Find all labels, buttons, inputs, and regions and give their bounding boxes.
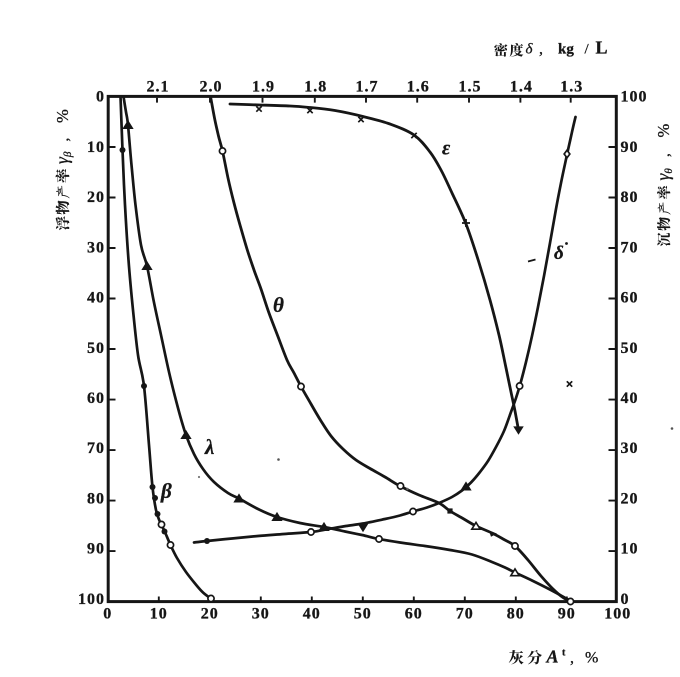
svg-text:10: 10 bbox=[621, 541, 639, 558]
svg-text:20: 20 bbox=[201, 606, 219, 623]
svg-text:1.4: 1.4 bbox=[510, 79, 533, 96]
svg-text:1.7: 1.7 bbox=[356, 79, 379, 96]
svg-text:60: 60 bbox=[405, 606, 423, 623]
svg-text:50: 50 bbox=[87, 340, 105, 357]
svg-text:40: 40 bbox=[621, 390, 639, 407]
svg-text:70: 70 bbox=[87, 440, 105, 457]
svg-text:0: 0 bbox=[621, 591, 630, 608]
svg-text:%: % bbox=[654, 124, 673, 138]
svg-text:60: 60 bbox=[87, 390, 105, 407]
svg-text:60: 60 bbox=[621, 290, 639, 307]
svg-text:20: 20 bbox=[621, 490, 639, 507]
svg-text:A: A bbox=[546, 647, 559, 667]
svg-text:t: t bbox=[562, 648, 566, 659]
svg-text:%: % bbox=[585, 650, 598, 667]
svg-text:1.3: 1.3 bbox=[560, 79, 583, 96]
svg-text:40: 40 bbox=[87, 290, 105, 307]
svg-text:,: , bbox=[570, 650, 574, 667]
svg-text:90: 90 bbox=[558, 606, 576, 623]
svg-text:30: 30 bbox=[621, 440, 639, 457]
svg-text:20: 20 bbox=[87, 189, 105, 206]
svg-text:90: 90 bbox=[87, 541, 105, 558]
svg-text:40: 40 bbox=[303, 606, 321, 623]
svg-text:δ,kg/L: δ, kg / L bbox=[526, 38, 608, 58]
svg-text:100: 100 bbox=[78, 591, 105, 608]
svg-text:70: 70 bbox=[456, 606, 474, 623]
svg-text:70: 70 bbox=[621, 239, 639, 256]
svg-text:ε: ε bbox=[442, 138, 451, 160]
svg-text:δ: δ bbox=[554, 243, 564, 264]
svg-text:0: 0 bbox=[96, 89, 105, 106]
svg-text:2.1: 2.1 bbox=[147, 79, 170, 96]
svg-text:,: , bbox=[657, 153, 673, 157]
svg-text:%: % bbox=[53, 109, 72, 123]
svg-text:50: 50 bbox=[621, 340, 639, 357]
svg-text:50: 50 bbox=[354, 606, 372, 623]
svg-text:30: 30 bbox=[87, 239, 105, 256]
svg-text:10: 10 bbox=[150, 606, 168, 623]
svg-text:100: 100 bbox=[621, 89, 648, 106]
svg-text:100: 100 bbox=[604, 606, 631, 623]
svg-text:80: 80 bbox=[507, 606, 525, 623]
svg-text:β: β bbox=[160, 479, 172, 503]
svg-text:80: 80 bbox=[621, 189, 639, 206]
svg-text:90: 90 bbox=[621, 139, 639, 156]
svg-text:10: 10 bbox=[87, 139, 105, 156]
svg-text:θ: θ bbox=[273, 293, 284, 317]
svg-text:2.0: 2.0 bbox=[200, 79, 223, 96]
svg-text:30: 30 bbox=[252, 606, 270, 623]
svg-text:0: 0 bbox=[103, 606, 112, 623]
svg-text:,: , bbox=[56, 138, 72, 142]
svg-text:80: 80 bbox=[87, 490, 105, 507]
svg-text:1.8: 1.8 bbox=[304, 79, 327, 96]
svg-text:1.5: 1.5 bbox=[459, 79, 482, 96]
svg-text:λ: λ bbox=[204, 435, 214, 459]
svg-text:1.9: 1.9 bbox=[252, 79, 275, 96]
svg-text:1.6: 1.6 bbox=[407, 79, 430, 96]
